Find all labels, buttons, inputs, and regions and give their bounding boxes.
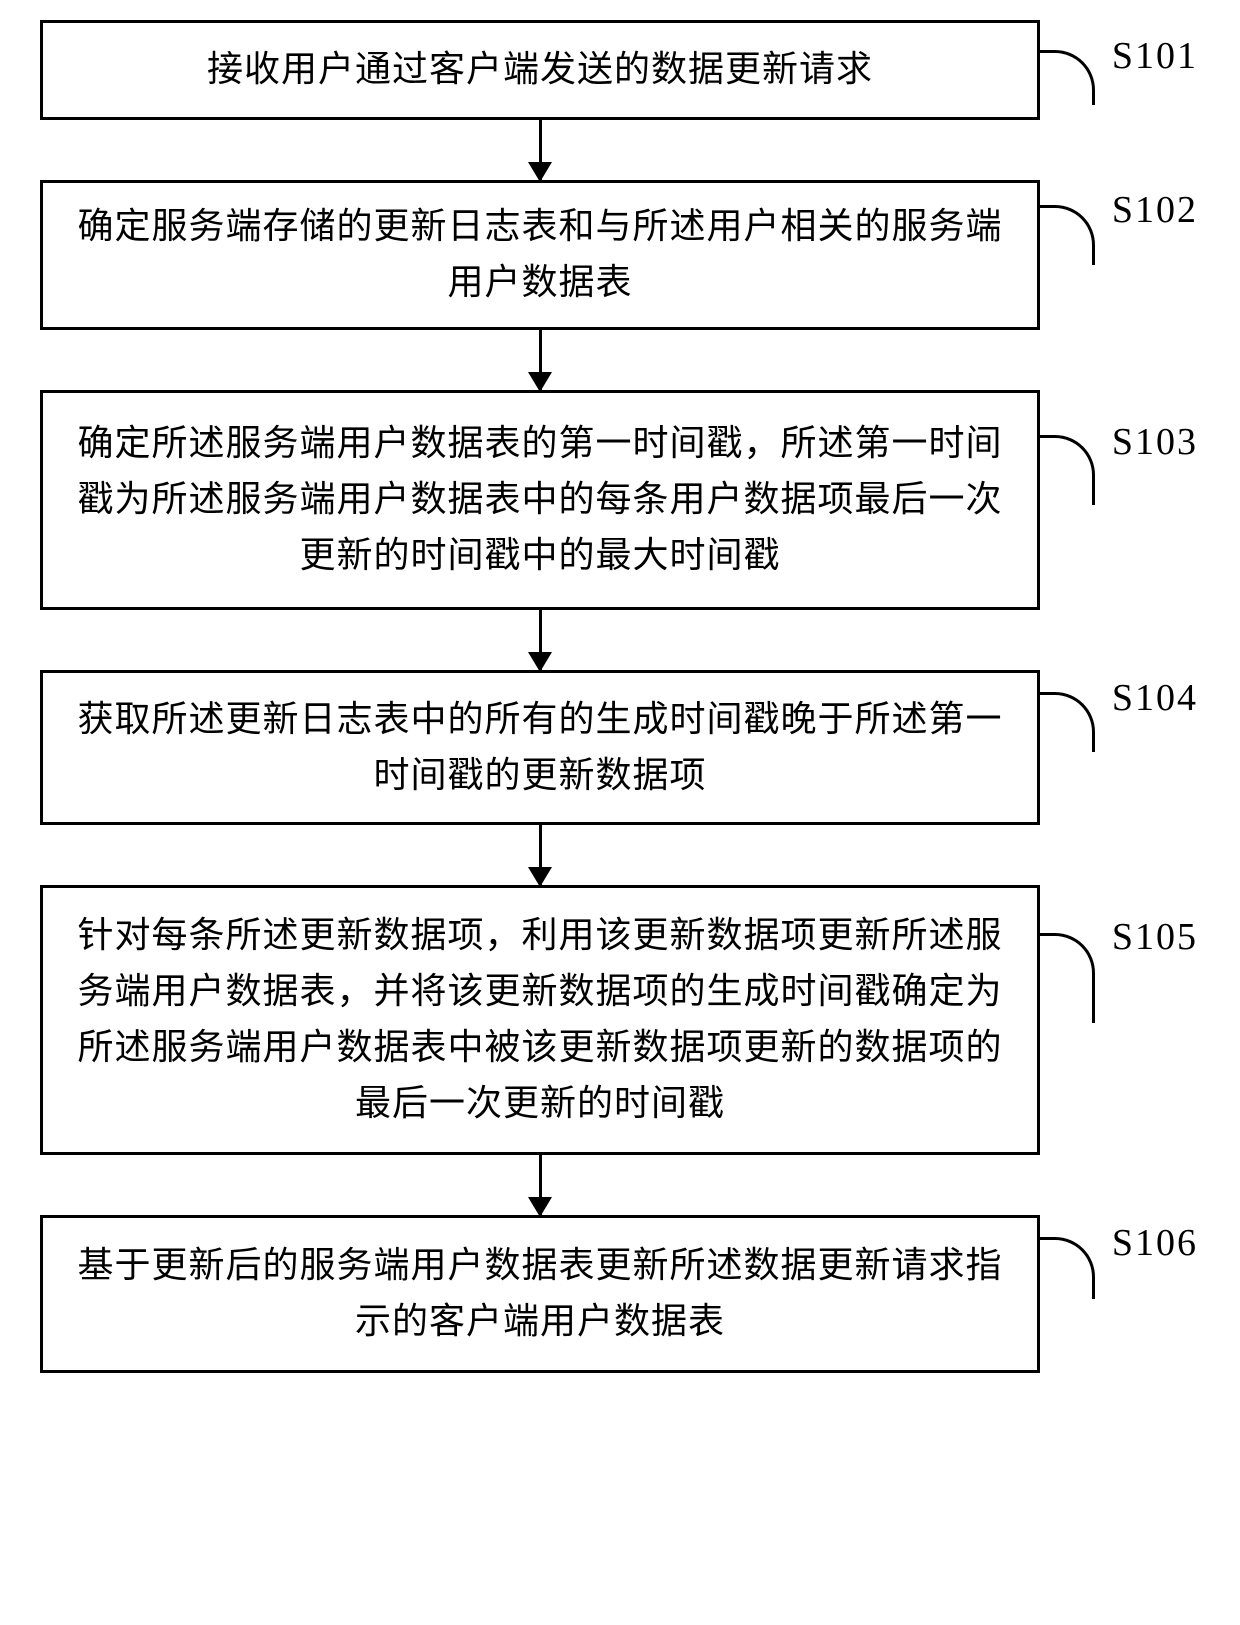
arrow-s101 [539,120,542,180]
arrow-container-s102 [40,330,1040,390]
connector-s103 [1040,435,1095,505]
arrow-container-s105 [40,1155,1040,1215]
arrow-s103 [539,610,542,670]
step-box-s101: 接收用户通过客户端发送的数据更新请求 [40,20,1040,120]
connector-s105 [1040,933,1095,1023]
step-text-s105: 针对每条所述更新数据项，利用该更新数据项更新所述服务端用户数据表，并将该更新数据… [73,908,1007,1131]
connector-s104 [1040,692,1095,752]
step-text-s106: 基于更新后的服务端用户数据表更新所述数据更新请求指示的客户端用户数据表 [73,1238,1007,1350]
step-box-s103: 确定所述服务端用户数据表的第一时间戳，所述第一时间戳为所述服务端用户数据表中的每… [40,390,1040,610]
arrow-s105 [539,1155,542,1215]
step-label-s101: S101 [1112,34,1198,78]
arrow-container-s104 [40,825,1040,885]
arrow-container-s103 [40,610,1040,670]
step-text-s101: 接收用户通过客户端发送的数据更新请求 [207,42,873,98]
flowchart-container: 接收用户通过客户端发送的数据更新请求 S101 确定服务端存储的更新日志表和与所述用… [0,0,1240,1625]
step-label-s102: S102 [1112,188,1198,232]
step-row-s101: 接收用户通过客户端发送的数据更新请求 S101 [0,20,1240,120]
connector-s106 [1040,1237,1095,1299]
step-box-s104: 获取所述更新日志表中的所有的生成时间戳晚于所述第一时间戳的更新数据项 [40,670,1040,825]
step-label-s104: S104 [1112,676,1198,720]
connector-s102 [1040,205,1095,265]
step-box-s106: 基于更新后的服务端用户数据表更新所述数据更新请求指示的客户端用户数据表 [40,1215,1040,1373]
step-row-s106: 基于更新后的服务端用户数据表更新所述数据更新请求指示的客户端用户数据表 S106 [0,1215,1240,1373]
step-box-s102: 确定服务端存储的更新日志表和与所述用户相关的服务端用户数据表 [40,180,1040,330]
step-label-s105: S105 [1112,915,1198,959]
step-row-s103: 确定所述服务端用户数据表的第一时间戳，所述第一时间戳为所述服务端用户数据表中的每… [0,390,1240,610]
step-text-s102: 确定服务端存储的更新日志表和与所述用户相关的服务端用户数据表 [73,199,1007,311]
step-text-s103: 确定所述服务端用户数据表的第一时间戳，所述第一时间戳为所述服务端用户数据表中的每… [73,416,1007,583]
step-label-s103: S103 [1112,420,1198,464]
step-row-s104: 获取所述更新日志表中的所有的生成时间戳晚于所述第一时间戳的更新数据项 S104 [0,670,1240,825]
arrow-s102 [539,330,542,390]
arrow-container-s101 [40,120,1040,180]
connector-s101 [1040,50,1095,105]
step-label-s106: S106 [1112,1221,1198,1265]
step-row-s102: 确定服务端存储的更新日志表和与所述用户相关的服务端用户数据表 S102 [0,180,1240,330]
arrow-s104 [539,825,542,885]
step-text-s104: 获取所述更新日志表中的所有的生成时间戳晚于所述第一时间戳的更新数据项 [73,692,1007,804]
step-box-s105: 针对每条所述更新数据项，利用该更新数据项更新所述服务端用户数据表，并将该更新数据… [40,885,1040,1155]
step-row-s105: 针对每条所述更新数据项，利用该更新数据项更新所述服务端用户数据表，并将该更新数据… [0,885,1240,1155]
